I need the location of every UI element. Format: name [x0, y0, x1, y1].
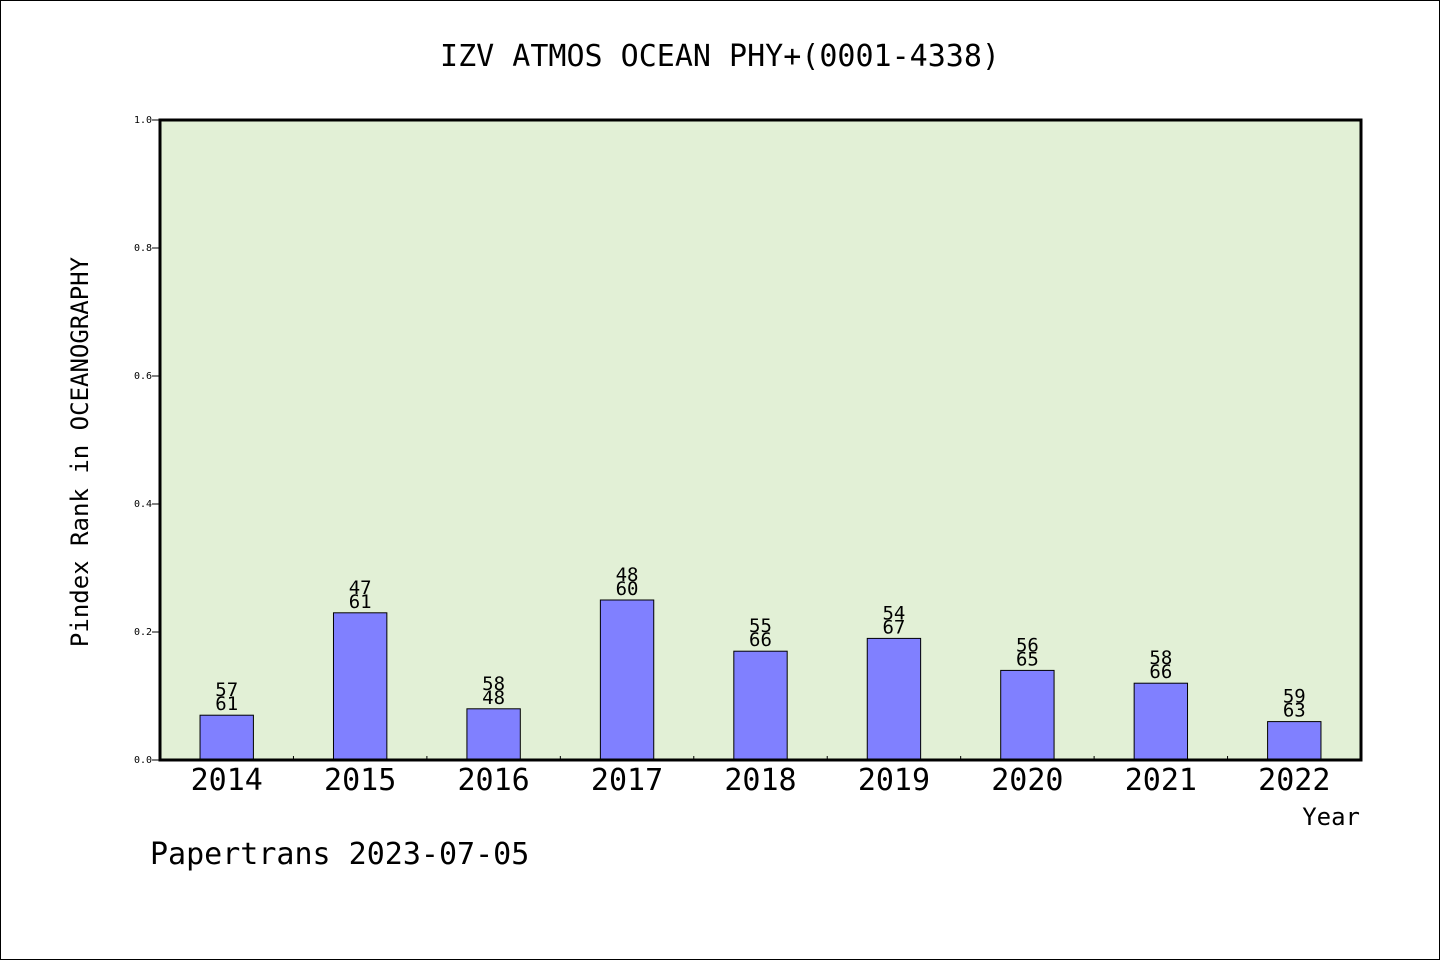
bar-label-bottom: 66: [749, 629, 772, 651]
bar: [1133, 682, 1189, 761]
bar-label-top: 58: [1149, 647, 1172, 669]
x-tick-label: 2020: [991, 763, 1063, 798]
bar: [1267, 721, 1322, 761]
x-axis-label: Year: [1302, 803, 1360, 831]
x-tick-label: 2014: [191, 763, 263, 798]
x-tick-label: 2017: [591, 763, 663, 798]
x-tick-label: 2016: [457, 763, 529, 798]
y-tick-label: 0.0: [134, 755, 152, 766]
bar-label-top: 58: [482, 673, 505, 695]
bar-label-bottom: 67: [882, 616, 905, 638]
bar-label-bottom: 66: [1149, 661, 1172, 683]
y-tick-label: 0.6: [134, 371, 152, 382]
bar-label-top: 56: [1016, 634, 1039, 656]
bar: [733, 650, 788, 761]
bar-label-bottom: 63: [1283, 700, 1306, 722]
y-tick-label: 0.8: [134, 243, 152, 254]
bar-label-bottom: 65: [1016, 648, 1039, 670]
x-tick-label: 2019: [858, 763, 930, 798]
bar-label-top: 47: [349, 577, 372, 599]
y-tick-label: 0.2: [134, 627, 152, 638]
x-tick-label: 2022: [1258, 763, 1330, 798]
bar: [466, 708, 521, 761]
bar: [599, 599, 655, 761]
bar-label-top: 59: [1283, 686, 1306, 708]
plot-border: [158, 118, 1363, 762]
y-tick-label: 0.4: [134, 499, 152, 510]
bar: [1000, 669, 1055, 761]
bar-label-bottom: 60: [616, 578, 639, 600]
x-tick-label: 2018: [724, 763, 796, 798]
bar: [332, 612, 388, 761]
bar: [866, 637, 922, 761]
bar-label-top: 57: [215, 679, 238, 701]
bar-label-top: 54: [882, 602, 905, 624]
bar: [199, 714, 254, 761]
bar-label-bottom: 48: [482, 687, 505, 709]
x-tick-label: 2021: [1125, 763, 1197, 798]
y-axis-label: Pindex Rank in OCEANOGRAPHY: [66, 256, 94, 647]
chart-title: IZV ATMOS OCEAN PHY+(0001-4338): [440, 39, 1000, 74]
bar-label-bottom: 61: [215, 693, 238, 715]
footer-credit: Papertrans 2023-07-05: [150, 837, 529, 872]
x-tick-label: 2015: [324, 763, 396, 798]
bar-label-top: 48: [616, 564, 639, 586]
y-tick-label: 1.0: [134, 115, 152, 126]
bar-label-top: 55: [749, 615, 772, 637]
bar-label-bottom: 61: [349, 591, 372, 613]
